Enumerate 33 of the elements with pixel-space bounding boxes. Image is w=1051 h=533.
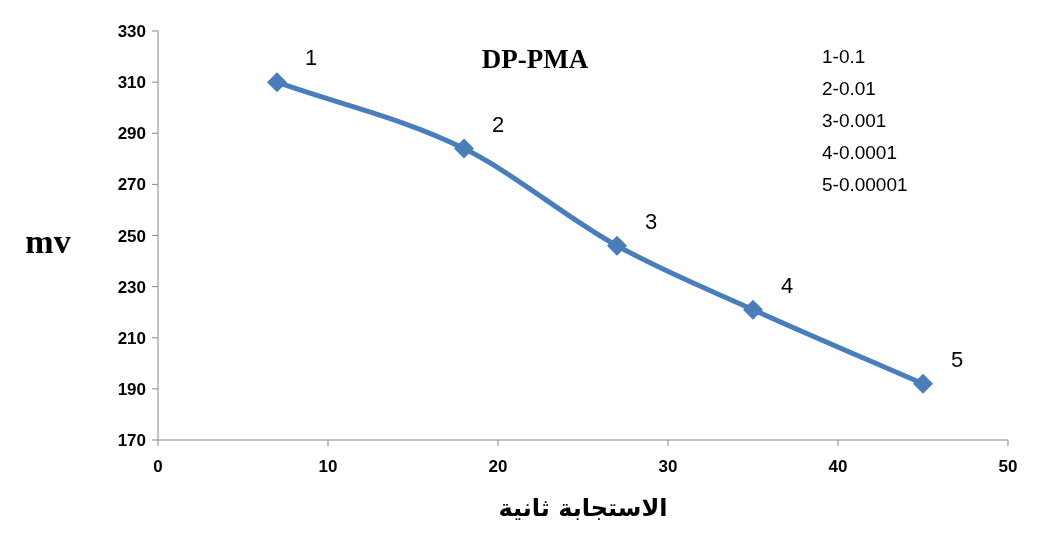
y-tick-label: 210: [117, 328, 146, 348]
x-tick-label: 10: [318, 457, 338, 476]
point: [913, 373, 933, 394]
y-tick-label: 250: [117, 226, 146, 246]
y-tick-label: 290: [117, 124, 146, 144]
y-tick-label: 310: [117, 73, 146, 93]
annotation: 3-0.001: [822, 110, 887, 131]
point: [743, 299, 763, 320]
x-tick-label: 50: [998, 457, 1018, 476]
annotation: 4-0.0001: [822, 142, 898, 163]
annotation: 2: [492, 111, 505, 137]
y-tick-label: 270: [117, 175, 146, 195]
annotation: 4: [781, 272, 794, 298]
x-tick-label: 40: [828, 457, 848, 476]
point: [454, 138, 474, 159]
annotation: 1-0.1: [822, 46, 866, 67]
annotation: 2-0.01: [822, 78, 876, 99]
x-axis-title: الاستجابة ثانية: [498, 494, 668, 522]
annotation: 1: [305, 45, 318, 71]
annotation: 3: [645, 208, 658, 234]
y-tick-label: 170: [117, 431, 146, 450]
annotation: 5: [951, 346, 964, 372]
point: [607, 235, 627, 256]
x-tick-label: 20: [488, 457, 508, 476]
y-tick-label: 230: [117, 277, 146, 297]
y-tick-label: 190: [117, 379, 146, 399]
y-tick-label: 330: [117, 22, 146, 41]
text: DP-PMA: [481, 44, 589, 74]
x-tick-label: 0: [153, 457, 163, 476]
point: [267, 72, 287, 93]
y-axis-title: mv: [25, 223, 71, 260]
x-tick-label: 30: [658, 457, 678, 476]
annotation: 5-0.00001: [822, 174, 908, 195]
